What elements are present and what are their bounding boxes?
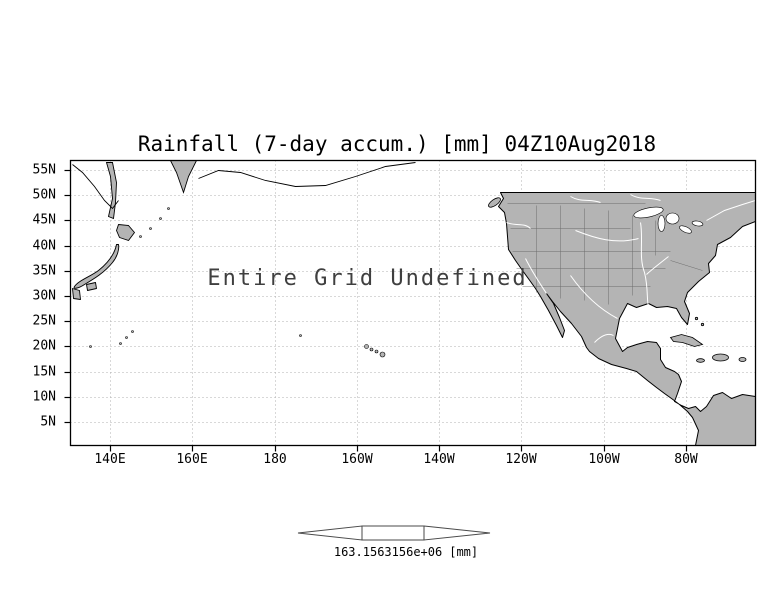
lat-tick-label: 35N — [32, 263, 56, 279]
lat-tick-label: 10N — [32, 389, 56, 405]
colorbar-units-label: [mm] — [449, 545, 479, 559]
axis-ticks — [64, 169, 688, 452]
lat-tick-label: 40N — [32, 238, 56, 254]
island-bahamas — [694, 316, 699, 321]
lat-tick-label: 30N — [32, 288, 56, 304]
lon-tick-label: 140E — [94, 452, 126, 467]
lon-tick-label: 160W — [341, 452, 373, 467]
lon-tick-label: 160E — [176, 452, 208, 467]
colorbar — [297, 525, 491, 541]
plot-border — [69, 159, 757, 447]
lon-tick-label: 180 — [263, 452, 287, 467]
coast-aleutians — [198, 162, 416, 187]
lat-tick-label: 50N — [32, 187, 56, 203]
colorbar-segment — [361, 525, 425, 541]
land-kamchatka — [169, 160, 198, 194]
lat-tick-label: 55N — [32, 162, 56, 178]
colorbar-left-arrow — [297, 525, 363, 541]
island-jamaica — [696, 358, 705, 363]
landmasses — [72, 160, 756, 446]
plot-title: Rainfall (7-day accum.) [mm] 04Z10Aug201… — [137, 132, 657, 156]
lat-tick-label: 5N — [40, 414, 56, 430]
lat-tick-label: 20N — [32, 338, 56, 354]
lat-tick-label: 15N — [32, 364, 56, 380]
lon-tick-label: 80W — [674, 452, 698, 467]
lon-tick-label: 120W — [505, 452, 537, 467]
colorbar-right-arrow — [423, 525, 491, 541]
undefined-grid-message: Entire Grid Undefined — [207, 266, 528, 291]
lon-axis: 140E 160E 180 160W 140W 120W 100W 80W — [70, 452, 755, 470]
lat-tick-label: 25N — [32, 313, 56, 329]
islands-hawaii — [364, 344, 386, 358]
colorbar-min-label: 163.15 — [333, 545, 378, 559]
lon-tick-label: 140W — [423, 452, 455, 467]
land-japan — [72, 224, 135, 300]
island-hokkaido — [116, 224, 135, 241]
island-shikoku — [86, 282, 97, 291]
land-north-america — [498, 192, 756, 446]
land-sakhalin — [105, 162, 117, 220]
islands-west-pacific — [89, 330, 302, 348]
island-cuba — [669, 334, 704, 347]
island-kyushu — [72, 288, 81, 300]
island-puerto-rico — [738, 357, 747, 362]
island-vancouver — [488, 197, 501, 208]
lat-tick-label: 45N — [32, 212, 56, 228]
coast-siberia — [72, 164, 119, 210]
islands-caribbean — [669, 316, 747, 363]
colorbar-max-label: 63156e+06 — [377, 545, 443, 559]
great-lakes — [633, 206, 704, 234]
islands-kuril — [139, 207, 170, 238]
colorbar-labels: 163.1563156e+06 [mm] — [0, 545, 784, 559]
lat-axis: 55N 50N 45N 40N 35N 30N 25N 20N 15N 10N … — [0, 160, 64, 445]
island-bahamas — [700, 322, 705, 327]
island-hispaniola — [712, 353, 729, 362]
rivers — [506, 194, 756, 343]
lon-tick-label: 100W — [588, 452, 620, 467]
island-honshu — [73, 244, 120, 289]
